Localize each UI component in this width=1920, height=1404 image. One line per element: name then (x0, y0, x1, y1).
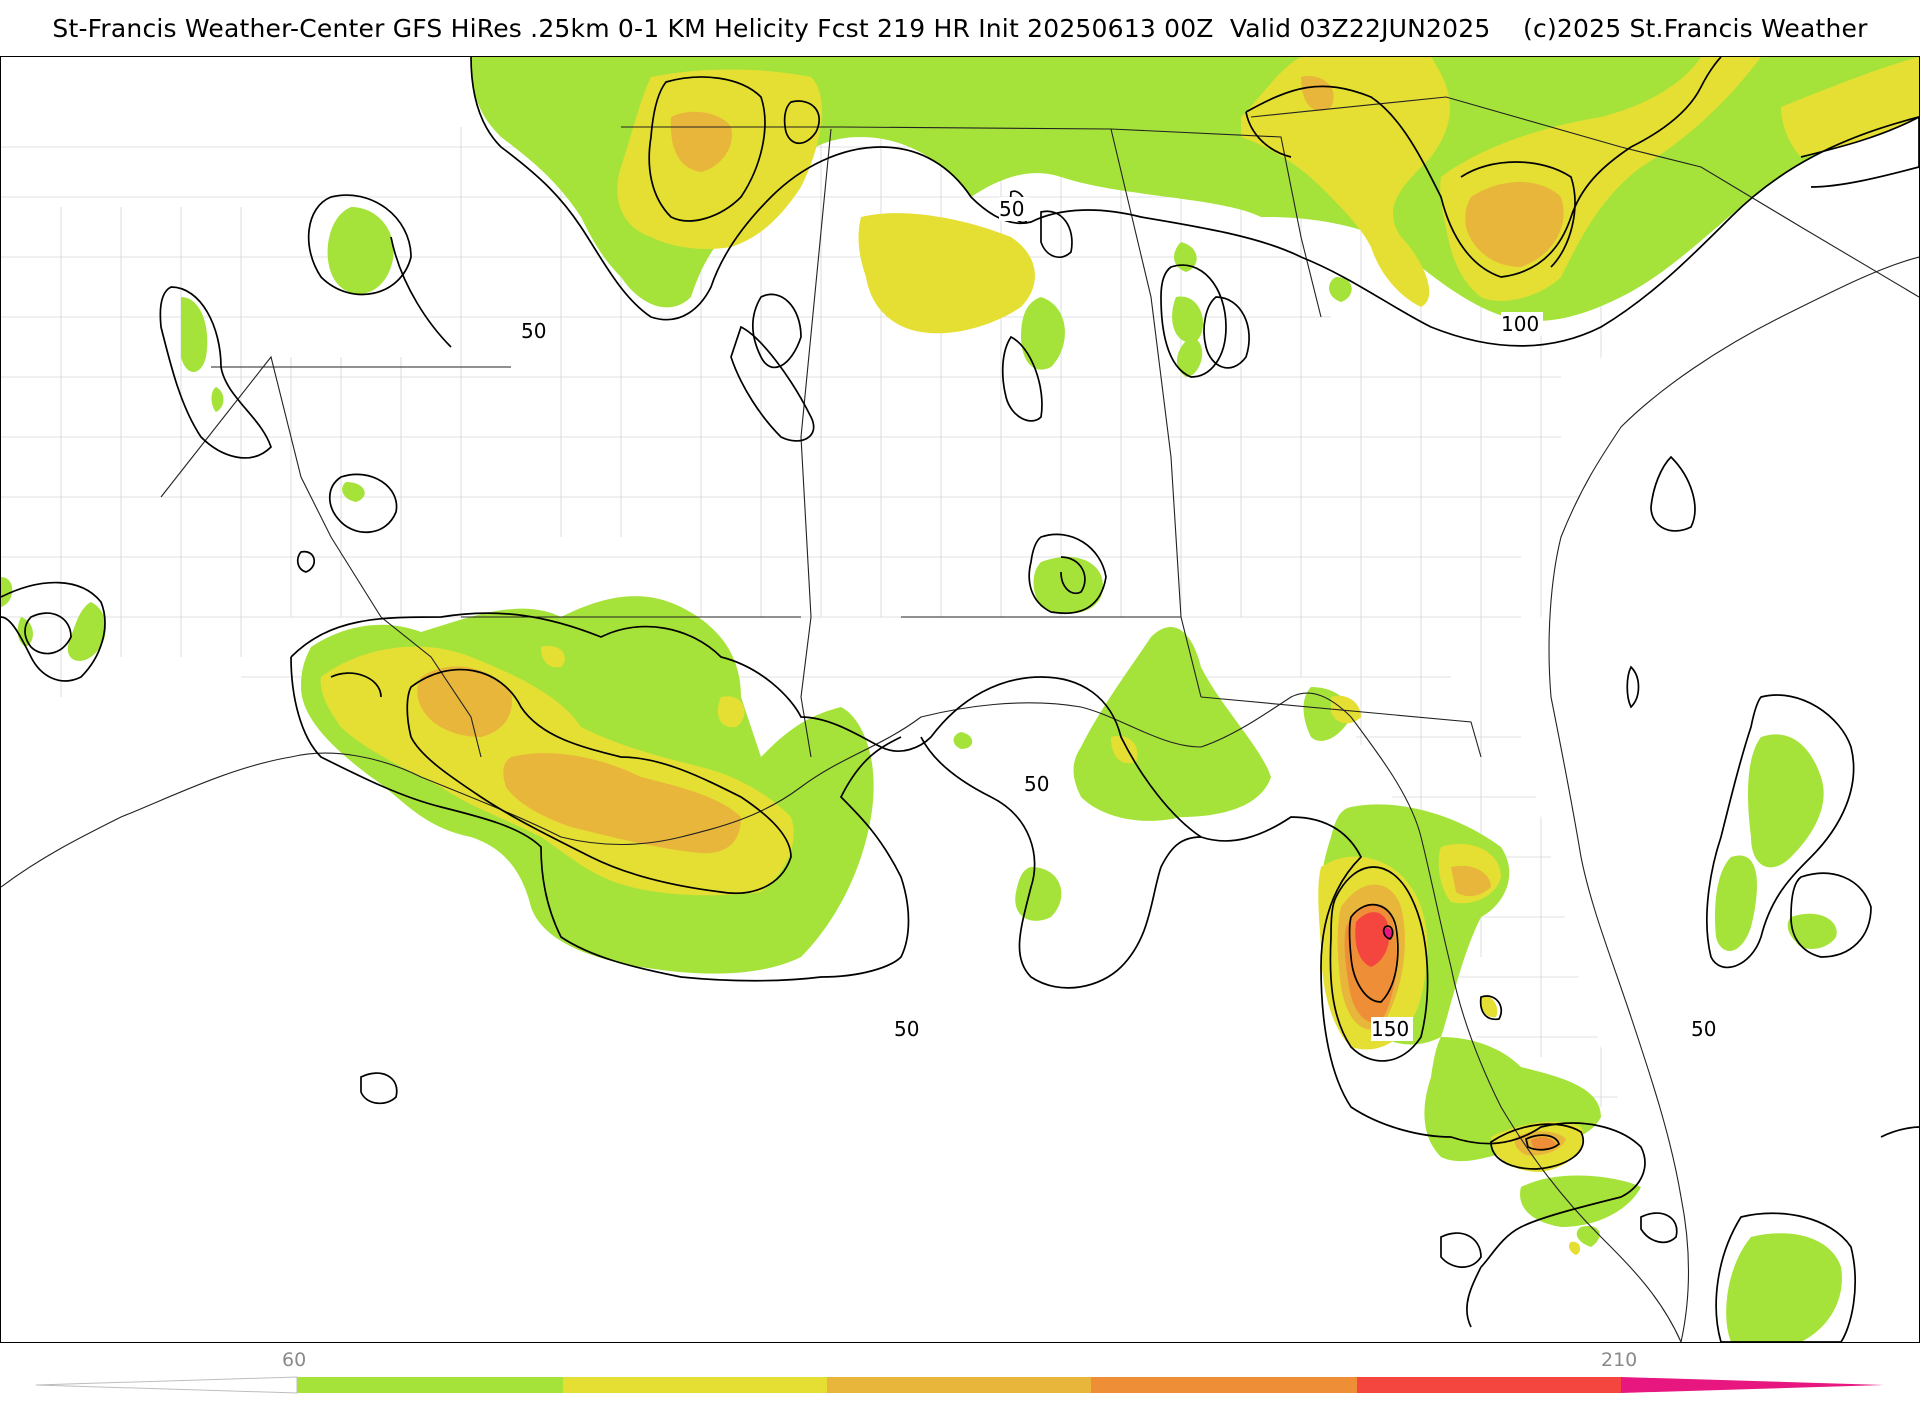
colorbar-segment-low (35, 1376, 298, 1394)
contour-label-50: 50 (1691, 1017, 1716, 1041)
map-title: St-Francis Weather-Center GFS HiRes .25k… (52, 14, 1868, 43)
contour-label-150: 150 (1371, 1017, 1409, 1041)
contour-label-50: 50 (1024, 772, 1049, 796)
contour-labels: 50 50 50 50 50 100 150 (521, 197, 1721, 1041)
helicity-map: 50 50 50 50 50 100 150 (0, 56, 1920, 1343)
gulf-water (1, 247, 1919, 1342)
colorbar-segment-4 (1091, 1377, 1357, 1393)
helicity-fill-level5 (1355, 912, 1390, 967)
colorbar-segment-2 (563, 1377, 827, 1393)
helicity-contours (1, 57, 1919, 1342)
colorbar-tick-label-60: 60 (282, 1349, 306, 1371)
color-scale: 60 210 (0, 1343, 1920, 1400)
map-canvas: 50 50 50 50 50 100 150 (1, 57, 1919, 1342)
contour-label-50: 50 (521, 319, 546, 343)
contour-label-50: 50 (999, 197, 1024, 221)
contour-label-100: 100 (1501, 312, 1539, 336)
land-outlines (1, 96, 1919, 1342)
colorbar-segment-1 (297, 1377, 563, 1393)
colorbar-tick-label-210: 210 (1601, 1349, 1637, 1371)
colorbar-segment-5 (1357, 1377, 1621, 1393)
colorbar-segment-high (1621, 1377, 1884, 1393)
colorbar-segment-3 (827, 1377, 1091, 1393)
contour-label-50: 50 (894, 1017, 919, 1041)
